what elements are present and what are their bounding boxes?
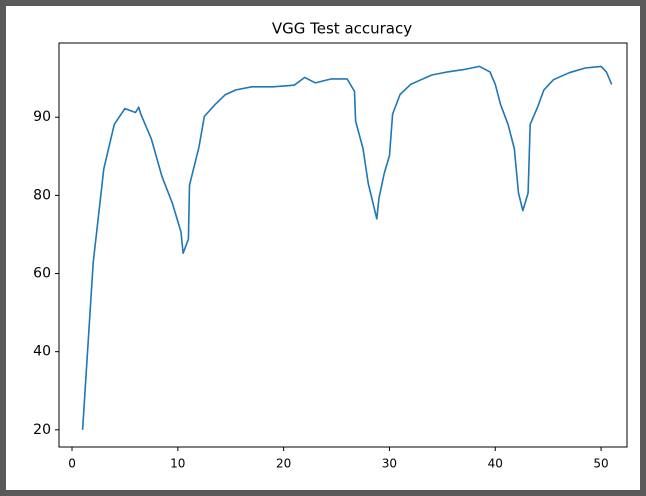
x-tick-label: 0 [68,457,76,471]
y-tick-label: 90 [33,109,51,125]
line [81,65,613,430]
x-tick-label: 20 [276,457,291,471]
x-tick-label: 50 [593,457,608,471]
y-tick-label: 80 [33,187,51,203]
plot-frame [58,42,628,448]
x-tick-label: 30 [382,457,397,471]
y-tick-label: 60 [33,266,51,282]
x-tick-label: 10 [170,457,185,471]
chart-title: VGG Test accuracy [272,20,412,38]
x-tick-label: 40 [488,457,503,471]
y-tick-label: 20 [33,422,51,438]
y-tick-label: 40 [33,344,51,360]
